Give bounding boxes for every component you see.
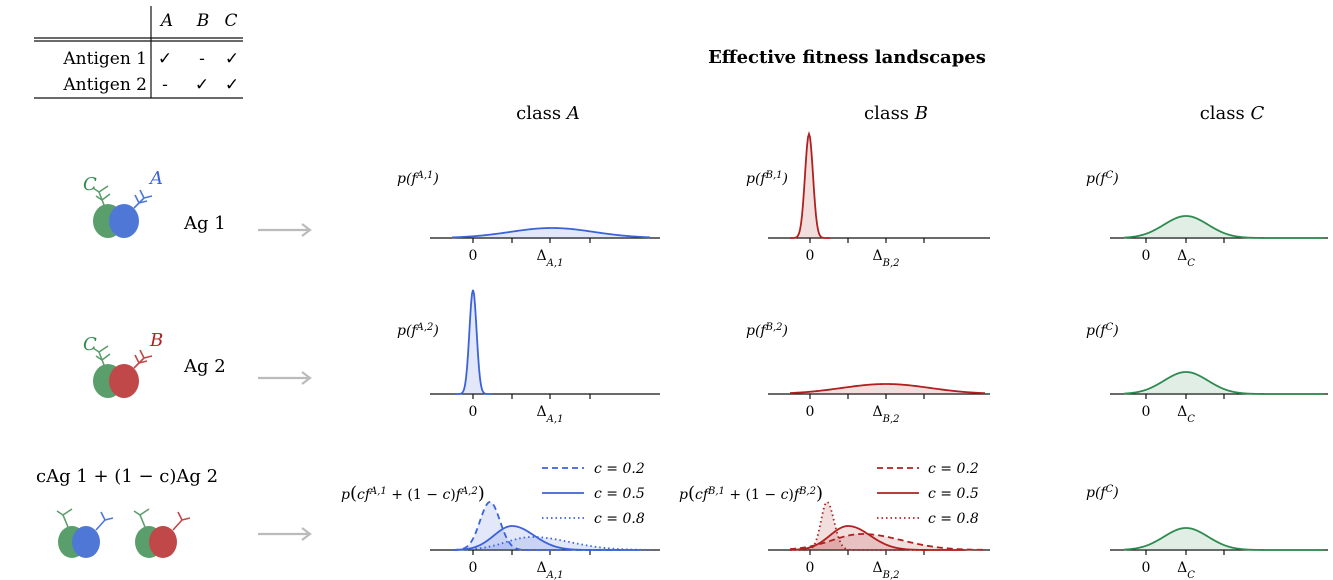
panel-c-row2-delta-label: ΔC	[1177, 404, 1195, 425]
curve-c-row1	[1123, 215, 1324, 239]
panel-c-row1-delta-label: ΔC	[1177, 248, 1195, 269]
panel-b-row1-zero-label: 0	[806, 248, 815, 264]
curve-a-row3-c02-fill	[453, 502, 620, 550]
legend-b-c08: c = 0.8	[928, 511, 979, 527]
panel-c-row2-zero-label: 0	[1142, 404, 1151, 420]
ylabel-a2: p(fA,2)	[397, 322, 439, 340]
panel-c-row3-delta-label: ΔC	[1177, 560, 1195, 580]
table-col-a: A	[159, 11, 173, 31]
table-row1-a: ✓	[158, 49, 172, 69]
panel-a-row2-delta-label: ΔA,1	[537, 404, 564, 425]
ylabel-a1: p(fA,1)	[397, 170, 439, 188]
table-row2-a: -	[162, 75, 168, 95]
antigen-1-icon: C A	[83, 168, 163, 238]
panel-b-row2-zero-label: 0	[806, 404, 815, 420]
curve-b-row3-c02-fill	[790, 534, 985, 550]
ylabel-b3: p(cfB,1 + (1 − c)fB,2)	[679, 483, 823, 504]
class-c-header: class C	[1200, 103, 1265, 124]
panel-b-row2-delta-label: ΔB,2	[872, 404, 899, 425]
curve-b-row3-c05-fill	[790, 526, 965, 550]
curve-a-row3-c05	[452, 525, 640, 551]
curve-c-row2-fill	[1124, 372, 1324, 394]
table-row2-c: ✓	[225, 75, 239, 95]
panel-a-row1-delta-label: ΔA,1	[537, 248, 564, 269]
antigen-2-right-class: B	[149, 330, 163, 351]
antigen-2-label: Ag 2	[183, 356, 226, 377]
arrow-row-2-icon	[258, 371, 312, 385]
table-row2-b: ✓	[195, 75, 209, 95]
curve-b-row3-c05	[789, 525, 965, 551]
antigen-1-label: Ag 1	[183, 213, 226, 234]
table-row2-label: Antigen 2	[62, 75, 147, 95]
antigen-mix-icon	[56, 508, 191, 558]
panel-b-row1-delta-label: ΔB,2	[872, 248, 899, 269]
figure-title: Effective fitness landscapes	[708, 47, 986, 68]
curve-a-row1	[451, 227, 651, 239]
curve-b-row3-c08-fill	[790, 502, 930, 550]
antigen-mix-label: cAg 1 + (1 − c)Ag 2	[36, 466, 218, 487]
table-col-b: B	[196, 11, 210, 31]
curve-a-row2	[455, 289, 492, 395]
ylabel-c2: p(fC)	[1086, 322, 1119, 340]
ylabel-c1: p(fC)	[1086, 170, 1119, 188]
table-row1-label: Antigen 1	[62, 49, 147, 69]
curve-a-row3-c02	[452, 501, 620, 551]
curve-b-row1	[790, 130, 830, 239]
ylabel-c3: p(fC)	[1086, 484, 1119, 502]
curve-b-row1-fill	[790, 134, 830, 238]
curve-c-row2	[1123, 371, 1324, 395]
curve-c-row3	[1123, 527, 1324, 551]
panel-c-row1-zero-label: 0	[1142, 248, 1151, 264]
panel-a-row3-delta-label: ΔA,1	[537, 560, 564, 580]
table-row1-b: -	[199, 49, 205, 69]
arrow-row-1-icon	[258, 223, 312, 237]
antigen-2-left-class: C	[83, 334, 97, 355]
curve-b-row2	[789, 383, 986, 395]
legend-class-b: c = 0.2 c = 0.5 c = 0.8	[877, 461, 979, 527]
legend-a-c05: c = 0.5	[594, 486, 645, 502]
curve-c-row1-fill	[1124, 216, 1324, 238]
curve-c-row3-fill	[1124, 528, 1324, 550]
legend-b-c05: c = 0.5	[928, 486, 979, 502]
antigen-class-table: A B C Antigen 1 ✓ - ✓ Antigen 2 - ✓ ✓	[34, 6, 243, 99]
curve-a-row2-fill	[455, 290, 492, 394]
curve-b-row3-c02	[789, 533, 986, 551]
legend-a-c02: c = 0.2	[594, 461, 645, 477]
ylabel-b2: p(fB,2)	[746, 322, 788, 340]
antigen-1-left-class: C	[83, 174, 97, 195]
ylabel-b1: p(fB,1)	[746, 170, 788, 188]
panels: 0 ΔA,1 0 ΔB,2 0 ΔC 0 ΔA,1 0 ΔB,2 0 ΔC 0 ΔA,1 0 ΔB,2 0 ΔC	[430, 130, 1328, 580]
antigen-2-icon: C B	[83, 330, 163, 398]
legend-class-a: c = 0.2 c = 0.5 c = 0.8	[542, 461, 645, 527]
panel-b-row3-zero-label: 0	[806, 560, 815, 576]
legend-a-c08: c = 0.8	[594, 511, 645, 527]
panel-b-row3-delta-label: ΔB,2	[872, 560, 899, 580]
panel-c-row3-zero-label: 0	[1142, 560, 1151, 576]
panel-a-row1-zero-label: 0	[469, 248, 478, 264]
table-col-c: C	[224, 11, 237, 31]
antigen-1-right-class: A	[148, 168, 163, 189]
class-b-header: class B	[864, 103, 928, 124]
class-a-header: class A	[516, 103, 580, 124]
curve-a-row1-fill	[452, 228, 650, 238]
arrow-row-3-icon	[258, 527, 312, 541]
curve-a-row3-c08-fill	[453, 537, 652, 550]
panel-a-row2-zero-label: 0	[469, 404, 478, 420]
ylabel-a3: p(cfA,1 + (1 − c)fA,2)	[341, 483, 485, 504]
curve-b-row2-fill	[790, 384, 985, 394]
table-row1-c: ✓	[225, 49, 239, 69]
panel-a-row3-zero-label: 0	[469, 560, 478, 576]
legend-b-c02: c = 0.2	[928, 461, 979, 477]
